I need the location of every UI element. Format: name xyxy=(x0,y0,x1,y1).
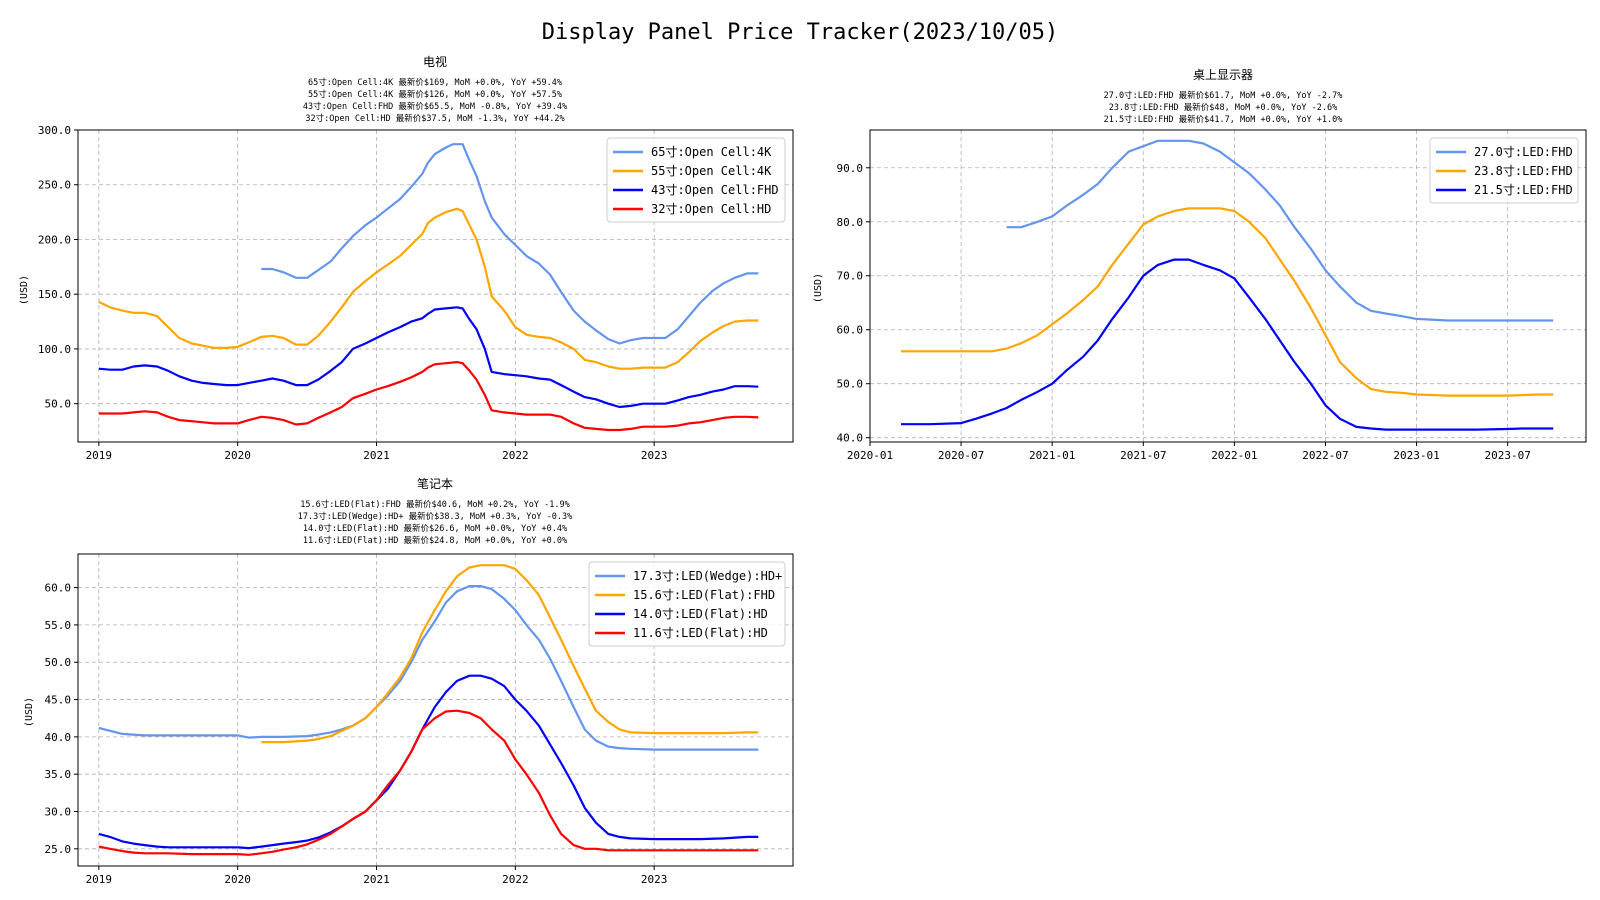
y-tick-label: 250.0 xyxy=(38,179,71,192)
legend-label: 14.0寸:LED(Flat):HD xyxy=(633,607,768,621)
x-tick-label: 2020-01 xyxy=(847,449,893,462)
x-tick-label: 2023 xyxy=(641,873,668,886)
x-tick-label: 2020-07 xyxy=(938,449,984,462)
x-tick-label: 2021 xyxy=(363,873,390,886)
y-tick-label: 300.0 xyxy=(38,124,71,137)
x-tick-label: 2021-01 xyxy=(1029,449,1075,462)
legend-label: 27.0寸:LED:FHD xyxy=(1474,145,1573,159)
legend-label: 17.3寸:LED(Wedge):HD+ xyxy=(633,569,782,583)
x-tick-label: 2022-01 xyxy=(1211,449,1257,462)
x-tick-label: 2023 xyxy=(641,449,668,462)
legend-label: 65寸:Open Cell:4K xyxy=(651,145,772,159)
x-tick-label: 2022-07 xyxy=(1302,449,1348,462)
legend-box xyxy=(1429,137,1579,204)
axes-frame xyxy=(869,129,1587,443)
info-line: 15.6寸:LED(Flat):FHD 最新价$40.6, MoM +0.2%,… xyxy=(300,499,569,510)
x-tick-label: 2020 xyxy=(224,873,251,886)
y-tick-label: 80.0 xyxy=(837,216,864,229)
panel-title: 电视 xyxy=(423,54,447,69)
info-line: 14.0寸:LED(Flat):HD 最新价$26.6, MoM +0.0%, … xyxy=(303,523,567,534)
y-tick-label: 60.0 xyxy=(837,324,864,337)
series-line xyxy=(98,585,759,751)
info-line: 23.8寸:LED:FHD 最新价$48, MoM +0.0%, YoY -2.… xyxy=(1109,102,1337,113)
legend-label: 43寸:Open Cell:FHD xyxy=(651,183,779,197)
y-axis-label: (USD) xyxy=(19,275,30,305)
y-tick-label: 25.0 xyxy=(45,843,72,856)
info-line: 27.0寸:LED:FHD 最新价$61.7, MoM +0.0%, YoY -… xyxy=(1104,90,1343,101)
y-axis-label: (USD) xyxy=(24,697,35,727)
x-tick-label: 2023-01 xyxy=(1393,449,1439,462)
y-tick-label: 55.0 xyxy=(45,619,72,632)
series-line xyxy=(261,564,759,744)
y-tick-label: 50.0 xyxy=(45,656,72,669)
series-line xyxy=(98,361,759,432)
series-line xyxy=(901,258,1554,431)
y-tick-label: 45.0 xyxy=(45,694,72,707)
panel-title: 桌上显示器 xyxy=(1193,68,1253,82)
x-tick-label: 2019 xyxy=(86,449,113,462)
legend-label: 21.5寸:LED:FHD xyxy=(1474,183,1573,197)
x-tick-label: 2021-07 xyxy=(1120,449,1166,462)
y-tick-label: 200.0 xyxy=(38,233,71,246)
y-tick-label: 35.0 xyxy=(45,768,72,781)
info-line: 55寸:Open Cell:4K 最新价$126, MoM +0.0%, YoY… xyxy=(308,89,562,100)
legend-label: 32寸:Open Cell:HD xyxy=(651,202,771,216)
x-tick-label: 2023-07 xyxy=(1484,449,1530,462)
series-line xyxy=(1006,139,1554,322)
info-line: 21.5寸:LED:FHD 最新价$41.7, MoM +0.0%, YoY +… xyxy=(1104,114,1343,125)
axes-frame xyxy=(77,553,794,867)
y-tick-label: 150.0 xyxy=(38,288,71,301)
panel-desktop-monitor: 桌上显示器 27.0寸:LED:FHD 最新价$61.7, MoM +0.0%,… xyxy=(813,68,1587,462)
series-line xyxy=(98,207,759,370)
legend-label: 23.8寸:LED:FHD xyxy=(1474,164,1573,178)
axes-frame xyxy=(77,129,794,443)
legend-label: 15.6寸:LED(Flat):FHD xyxy=(633,588,775,602)
x-tick-label: 2019 xyxy=(86,873,113,886)
info-line: 65寸:Open Cell:4K 最新价$169, MoM +0.0%, YoY… xyxy=(308,77,562,88)
series-line xyxy=(98,674,759,850)
legend-label: 55寸:Open Cell:4K xyxy=(651,164,772,178)
y-tick-label: 40.0 xyxy=(45,731,72,744)
series-line xyxy=(98,306,759,409)
y-tick-label: 100.0 xyxy=(38,343,71,356)
series-line xyxy=(261,143,759,345)
panel-tv: 电视 65寸:Open Cell:4K 最新价$169, MoM +0.0%, … xyxy=(19,54,794,462)
x-tick-label: 2021 xyxy=(363,449,390,462)
series-line xyxy=(901,207,1554,397)
legend-label: 11.6寸:LED(Flat):HD xyxy=(633,626,768,640)
info-line: 17.3寸:LED(Wedge):HD+ 最新价$38.3, MoM +0.3%… xyxy=(298,511,573,522)
y-tick-label: 40.0 xyxy=(837,432,864,445)
y-tick-label: 50.0 xyxy=(45,398,72,411)
y-tick-label: 70.0 xyxy=(837,270,864,283)
y-tick-label: 90.0 xyxy=(837,162,864,175)
y-tick-label: 30.0 xyxy=(45,806,72,819)
panel-title: 笔记本 xyxy=(417,476,453,491)
x-tick-label: 2022 xyxy=(502,873,529,886)
info-line: 11.6寸:LED(Flat):HD 最新价$24.8, MoM +0.0%, … xyxy=(303,535,567,546)
info-line: 32寸:Open Cell:HD 最新价$37.5, MoM -1.3%, Yo… xyxy=(305,113,564,124)
x-tick-label: 2022 xyxy=(502,449,529,462)
y-tick-label: 60.0 xyxy=(45,582,72,595)
series-line xyxy=(98,709,759,856)
x-tick-label: 2020 xyxy=(224,449,251,462)
legend-box xyxy=(606,137,786,223)
y-tick-label: 50.0 xyxy=(837,378,864,391)
figure-title: Display Panel Price Tracker(2023/10/05) xyxy=(542,20,1059,45)
info-line: 43寸:Open Cell:FHD 最新价$65.5, MoM -0.8%, Y… xyxy=(303,101,567,112)
y-axis-label: (USD) xyxy=(813,273,824,303)
legend-box xyxy=(588,561,786,647)
panel-notebook: 笔记本 15.6寸:LED(Flat):FHD 最新价$40.6, MoM +0… xyxy=(24,476,794,886)
